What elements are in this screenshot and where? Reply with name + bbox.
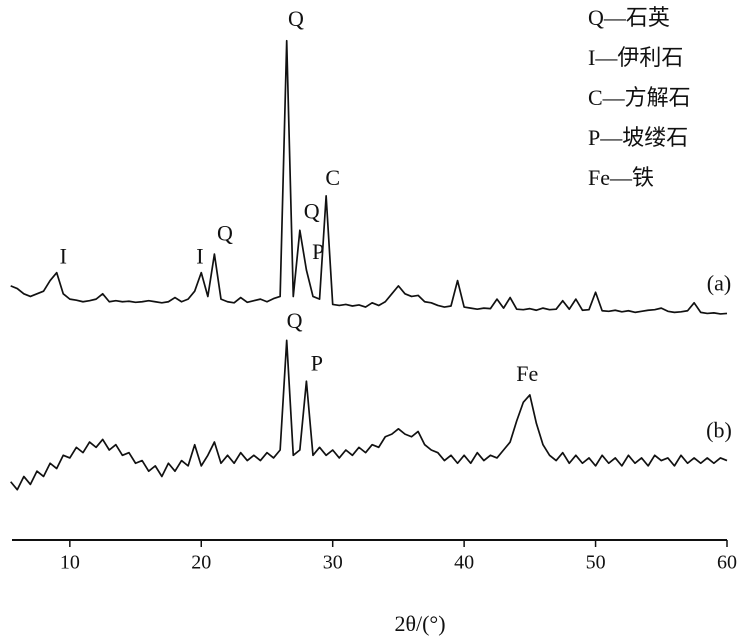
peak-label: P (312, 239, 324, 264)
peak-label: P (311, 350, 323, 375)
x-tick-label: 50 (586, 552, 606, 574)
legend-entry: I—伊利石 (588, 45, 683, 70)
peak-label: Q (217, 221, 233, 246)
peak-label: Fe (516, 361, 538, 386)
legend-entry: P—坡缕石 (588, 125, 688, 150)
peak-label: Q (287, 308, 303, 333)
peak-label: Q (304, 198, 320, 223)
xrd-trace (10, 39, 728, 315)
legend-entry: Fe—铁 (588, 165, 654, 190)
peak-label: I (60, 243, 67, 268)
peak-label: Q (288, 6, 304, 31)
x-axis-label: 2θ/(°) (394, 611, 445, 636)
series-label: (b) (706, 418, 732, 443)
x-tick-label: 30 (323, 552, 343, 574)
x-tick-label: 10 (60, 552, 80, 574)
x-tick-label: 60 (717, 552, 737, 574)
x-tick-label: 40 (454, 552, 474, 574)
xrd-trace (10, 339, 728, 491)
peak-label: C (325, 165, 340, 190)
series-label: (a) (707, 270, 731, 295)
legend-entry: C—方解石 (588, 85, 691, 110)
peak-label: I (196, 243, 203, 268)
legend-entry: Q—石英 (588, 5, 670, 30)
x-tick-label: 20 (191, 552, 211, 574)
